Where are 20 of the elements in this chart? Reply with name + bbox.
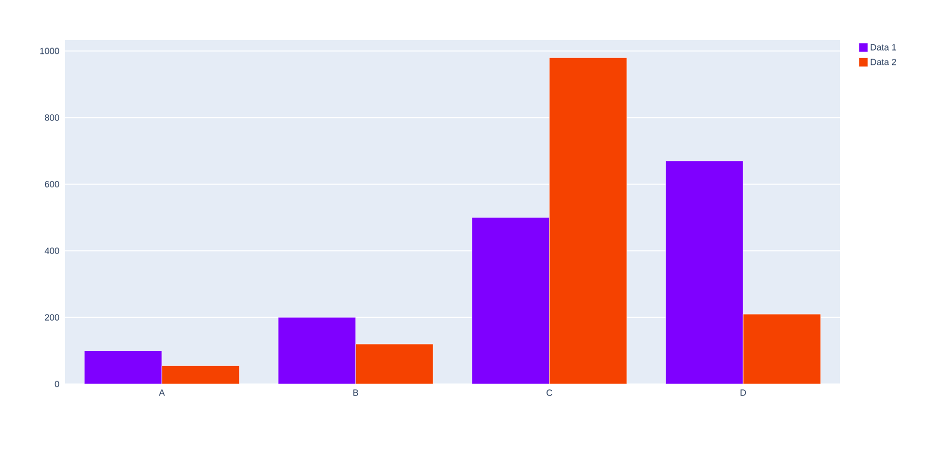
bar (278, 317, 356, 384)
y-tick-label: 400 (44, 248, 60, 254)
bar (665, 160, 744, 384)
x-tick-label: D (740, 390, 746, 396)
x-tick-label: C (546, 390, 552, 396)
bar (549, 57, 628, 384)
legend-label: Data 1 (870, 44, 896, 50)
x-tick-label: A (158, 390, 165, 396)
y-tick-label: 200 (44, 314, 60, 321)
y-tick-label: 0 (54, 380, 60, 388)
legend-label: Data 2 (870, 58, 896, 66)
bar (355, 344, 434, 384)
y-tick-label: 800 (44, 114, 60, 121)
bar (742, 314, 821, 384)
x-tick-label: B (353, 390, 358, 396)
bar (162, 366, 240, 384)
y-tick-label: 600 (44, 181, 60, 188)
bar (472, 217, 550, 384)
y-tick-label: 1000 (40, 48, 60, 54)
bar (84, 350, 162, 384)
